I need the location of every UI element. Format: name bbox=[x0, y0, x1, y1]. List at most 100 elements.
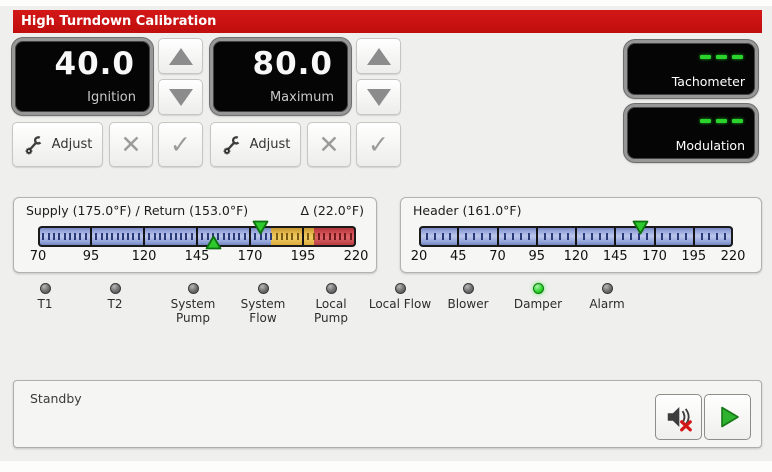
minor-tick bbox=[291, 233, 294, 240]
header-pointer bbox=[632, 220, 649, 235]
minor-tick bbox=[559, 233, 562, 240]
minor-tick bbox=[488, 233, 491, 240]
led-blower: Blower bbox=[436, 283, 500, 312]
maximum-value: 80.0 bbox=[252, 46, 333, 82]
minor-tick bbox=[270, 233, 273, 240]
minor-tick bbox=[677, 233, 680, 240]
ignition-decrease-button[interactable] bbox=[158, 79, 203, 115]
silence-alarm-button[interactable] bbox=[655, 394, 702, 440]
tick-label: 220 bbox=[343, 249, 369, 264]
minor-tick bbox=[153, 233, 156, 240]
ignition-increase-button[interactable] bbox=[158, 38, 203, 74]
minor-tick bbox=[137, 233, 140, 240]
minor-tick bbox=[275, 233, 278, 240]
tick-label: 195 bbox=[290, 249, 316, 264]
minor-tick bbox=[472, 233, 475, 240]
minor-tick bbox=[323, 233, 326, 240]
minor-tick bbox=[121, 233, 124, 240]
major-tick bbox=[354, 226, 356, 247]
minor-tick bbox=[164, 233, 167, 240]
up-arrow-icon bbox=[168, 47, 193, 65]
ignition-adjust-button[interactable]: Adjust bbox=[12, 122, 103, 167]
minor-tick bbox=[520, 233, 523, 240]
ignition-confirm-button[interactable]: ✓ bbox=[158, 122, 203, 167]
led-indicator bbox=[39, 283, 51, 294]
minor-tick bbox=[233, 233, 236, 240]
minor-tick bbox=[52, 233, 55, 240]
minor-tick bbox=[206, 233, 209, 240]
minor-tick bbox=[158, 233, 161, 240]
tick-label: 195 bbox=[681, 249, 707, 264]
major-tick bbox=[302, 226, 304, 247]
major-tick bbox=[496, 226, 499, 247]
maximum-increase-button[interactable] bbox=[356, 38, 401, 74]
led-label: T1 bbox=[37, 297, 53, 311]
minor-tick bbox=[317, 233, 320, 240]
major-tick bbox=[535, 226, 538, 247]
ignition-display: 40.0 Ignition bbox=[12, 38, 153, 115]
minor-tick bbox=[449, 233, 452, 240]
major-tick bbox=[90, 226, 92, 247]
major-tick bbox=[653, 226, 656, 247]
tachometer-readout: Tachometer bbox=[624, 40, 758, 98]
tick-label: 120 bbox=[563, 249, 589, 264]
led-dash bbox=[732, 55, 743, 59]
temperature-scale bbox=[38, 226, 356, 247]
minor-tick bbox=[116, 233, 119, 240]
minor-tick bbox=[68, 233, 71, 240]
minor-tick bbox=[669, 233, 672, 240]
major-tick bbox=[38, 226, 40, 247]
minor-tick bbox=[307, 233, 310, 240]
start-button[interactable] bbox=[704, 394, 751, 440]
minor-tick bbox=[661, 233, 664, 240]
down-arrow-icon bbox=[168, 88, 193, 106]
tachometer-label: Tachometer bbox=[671, 74, 745, 89]
confirm-check-icon: ✓ bbox=[368, 130, 389, 159]
minor-tick bbox=[148, 233, 151, 240]
led-label: Local Flow bbox=[368, 297, 432, 311]
tachometer-no-value-dashes bbox=[700, 55, 743, 59]
minor-tick bbox=[211, 233, 214, 240]
ignition-label: Ignition bbox=[87, 90, 136, 105]
minor-tick bbox=[217, 233, 220, 240]
led-dash bbox=[700, 119, 711, 123]
major-tick bbox=[692, 226, 695, 247]
ignition-cancel-button[interactable]: ✕ bbox=[109, 122, 153, 167]
header-title: Header (161.0°F) bbox=[413, 203, 522, 218]
maximum-confirm-button[interactable]: ✓ bbox=[356, 122, 401, 167]
led-dash bbox=[732, 119, 743, 123]
minor-tick bbox=[551, 233, 554, 240]
maximum-adjust-button[interactable]: Adjust bbox=[210, 122, 301, 167]
minor-tick bbox=[590, 233, 593, 240]
led-alarm: Alarm bbox=[575, 283, 639, 312]
minor-tick bbox=[700, 233, 703, 240]
led-indicator bbox=[532, 283, 544, 294]
minor-tick bbox=[527, 233, 530, 240]
minor-tick bbox=[425, 233, 428, 240]
minor-tick bbox=[111, 233, 114, 240]
tick-label: 45 bbox=[449, 249, 467, 264]
minor-tick bbox=[74, 233, 77, 240]
maximum-cancel-button[interactable]: ✕ bbox=[307, 122, 351, 167]
major-tick bbox=[196, 226, 198, 247]
minor-tick bbox=[433, 233, 436, 240]
minor-tick bbox=[708, 233, 711, 240]
maximum-decrease-button[interactable] bbox=[356, 79, 401, 115]
led-indicator bbox=[187, 283, 199, 294]
supply-return-gauge: Supply (175.0°F) / Return (153.0°F) Δ (2… bbox=[13, 197, 377, 273]
led-dash bbox=[700, 55, 711, 59]
play-icon bbox=[720, 406, 739, 428]
led-dash bbox=[716, 119, 727, 123]
cancel-x-icon: ✕ bbox=[120, 130, 142, 159]
minor-tick bbox=[328, 233, 331, 240]
return-pointer bbox=[205, 235, 222, 250]
led-system-flow: System Flow bbox=[231, 283, 295, 325]
minor-tick bbox=[222, 233, 225, 240]
up-arrow-icon bbox=[366, 47, 391, 65]
wrench-gear-icon bbox=[25, 135, 43, 154]
maximum-display: 80.0 Maximum bbox=[210, 38, 351, 115]
temperature-scale bbox=[419, 226, 733, 247]
minor-tick bbox=[567, 233, 570, 240]
adjust-button-label: Adjust bbox=[249, 137, 291, 152]
tick-label: 170 bbox=[237, 249, 263, 264]
